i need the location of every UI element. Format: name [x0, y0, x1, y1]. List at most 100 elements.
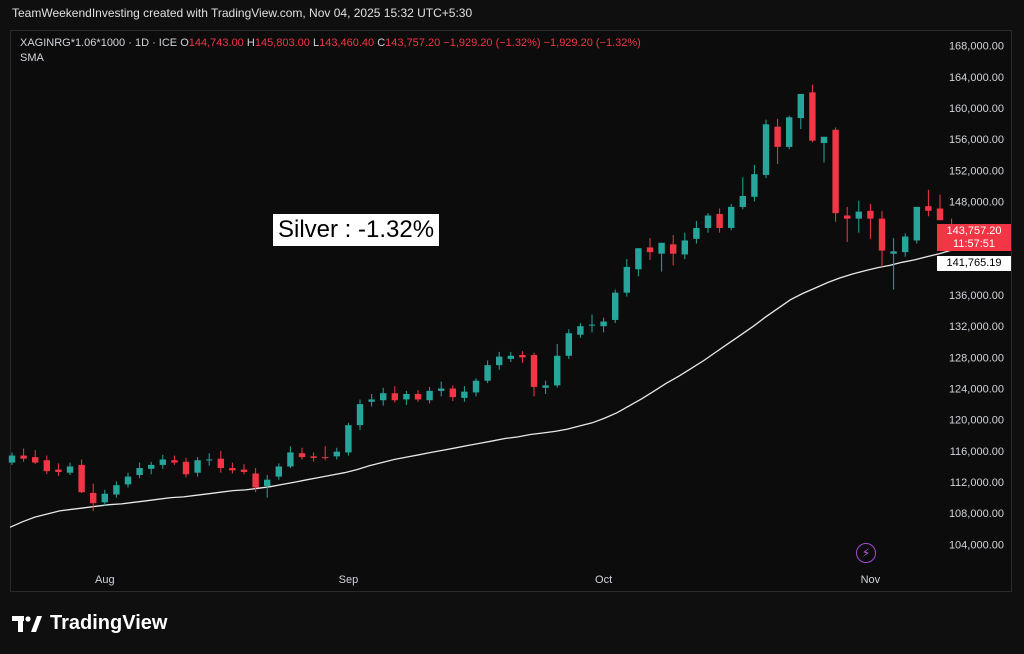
- candle: [635, 248, 642, 277]
- candle: [333, 447, 340, 460]
- candle: [867, 203, 874, 239]
- candle: [206, 453, 213, 466]
- candle: [878, 210, 886, 267]
- candle: [148, 461, 155, 475]
- candle: [484, 360, 491, 384]
- legend-high: 145,803.00: [254, 37, 310, 49]
- candle: [403, 390, 410, 405]
- y-axis: 104,000.00 108,000.00 112,000.00 116,000.00…: [949, 41, 1004, 552]
- tradingview-brand[interactable]: TradingView: [12, 612, 167, 635]
- legend-symbol: XAGINRG*1.06*1000 · 1D · ICE: [20, 37, 178, 49]
- y-tick-label: 148,000.00: [949, 196, 1004, 208]
- candle: [809, 84, 816, 143]
- brand-name: TradingView: [50, 612, 168, 634]
- candle: [159, 454, 166, 469]
- candle: [786, 115, 793, 150]
- candle: [78, 459, 85, 493]
- candle: [171, 455, 178, 465]
- candle: [588, 314, 596, 333]
- candle: [8, 452, 16, 465]
- candle: [612, 289, 619, 324]
- candle: [287, 446, 294, 469]
- y-tick-label: 120,000.00: [949, 415, 1004, 427]
- candle: [670, 234, 677, 266]
- candle: [90, 483, 97, 511]
- x-tick-label: Nov: [861, 574, 881, 586]
- y-tick-label: 164,000.00: [949, 72, 1004, 84]
- candle: [820, 136, 828, 163]
- lightning-bolt-icon[interactable]: ⚡: [856, 543, 876, 563]
- candle: [275, 463, 282, 480]
- candle: [391, 386, 398, 403]
- y-tick-label: 168,000.00: [949, 41, 1004, 53]
- candle: [704, 213, 712, 233]
- candle: [66, 462, 74, 476]
- candle: [530, 352, 538, 397]
- legend-change: −1,929.20 (−1.32%): [443, 37, 541, 49]
- candle: [240, 464, 248, 475]
- x-tick-label: Aug: [95, 574, 115, 586]
- candle: [43, 455, 50, 475]
- candle: [194, 457, 201, 477]
- candle: [646, 238, 654, 260]
- candle: [658, 242, 665, 272]
- candle: [298, 447, 306, 460]
- y-tick-label: 124,000.00: [949, 384, 1004, 396]
- y-tick-label: 136,000.00: [949, 290, 1004, 302]
- candle: [565, 329, 572, 359]
- candle: [797, 93, 804, 129]
- legend-indicator: SMA: [20, 52, 44, 64]
- candle: [380, 387, 387, 406]
- candle: [356, 399, 364, 430]
- candle: [345, 422, 352, 456]
- tradingview-logo-icon: [12, 615, 42, 632]
- candle: [229, 462, 236, 474]
- candle: [902, 233, 909, 257]
- legend-close: 143,757.20: [385, 37, 441, 49]
- sma-value-tag: 141,765.19: [937, 256, 1011, 271]
- candle: [890, 238, 897, 290]
- candle: [600, 317, 607, 333]
- candle: [925, 189, 932, 217]
- y-tick-label: 112,000.00: [950, 477, 1004, 489]
- last-price-tag: 143,757.20: [937, 224, 1011, 238]
- y-tick-label: 132,000.00: [949, 321, 1004, 333]
- candle: [844, 206, 851, 242]
- x-tick-label: Sep: [339, 574, 359, 586]
- candle: [322, 446, 329, 461]
- candle: [217, 450, 224, 473]
- candle: [739, 177, 746, 210]
- candle: [623, 259, 630, 297]
- legend-low: 143,460.40: [319, 37, 375, 49]
- y-tick-label: 152,000.00: [949, 165, 1004, 177]
- legend-open-key: O: [180, 37, 189, 49]
- attribution-text: TeamWeekendInvesting created with Tradin…: [12, 6, 473, 20]
- silver-annotation: Silver : -1.32%: [273, 214, 440, 246]
- chart-legend: XAGINRG*1.06*1000 · 1D · ICE O144,743.00…: [20, 36, 641, 66]
- candle: [496, 351, 503, 370]
- candle: [32, 450, 39, 465]
- candle: [426, 386, 433, 404]
- candle: [136, 462, 143, 479]
- candle: [182, 457, 190, 478]
- candle: [716, 208, 723, 233]
- candle: [310, 452, 317, 462]
- x-axis: Aug Sep Oct Nov: [95, 574, 881, 586]
- legend-close-key: C: [377, 37, 386, 49]
- candle: [124, 472, 132, 488]
- candle: [542, 380, 549, 394]
- candle: [913, 206, 920, 244]
- legend-high-key: H: [246, 37, 255, 49]
- candle: [55, 463, 62, 476]
- candle: [832, 127, 839, 222]
- candle: [438, 381, 445, 397]
- countdown-tag: 11:57:51: [937, 238, 1011, 251]
- chart-frame[interactable]: [10, 30, 1012, 592]
- candle: [936, 194, 944, 221]
- y-tick-label: 128,000.00: [949, 352, 1004, 364]
- y-tick-label: 156,000.00: [949, 134, 1004, 146]
- legend-change-2: −1,929.20 (−1.32%): [543, 37, 641, 49]
- candle: [101, 489, 108, 507]
- y-tick-label: 108,000.00: [949, 508, 1004, 520]
- x-tick-label: Oct: [595, 574, 612, 586]
